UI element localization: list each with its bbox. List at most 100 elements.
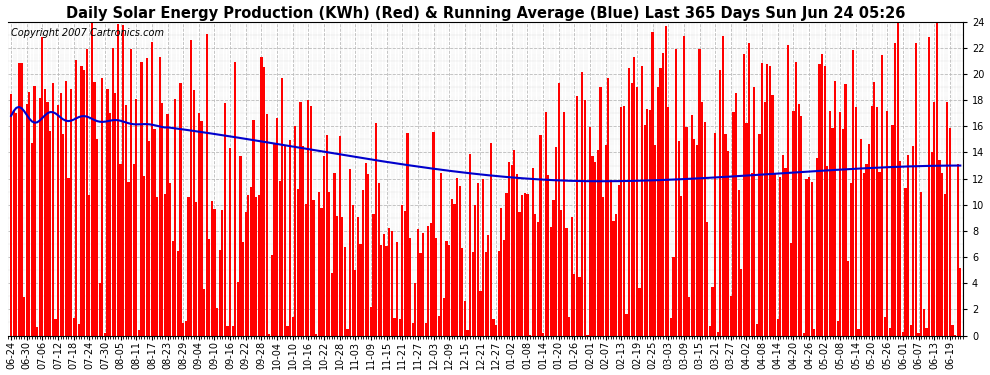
Bar <box>677 141 680 336</box>
Bar <box>109 113 111 336</box>
Bar <box>936 22 938 336</box>
Bar <box>477 183 479 336</box>
Bar <box>928 37 931 336</box>
Bar <box>524 193 526 336</box>
Bar <box>466 330 468 336</box>
Bar <box>112 48 114 336</box>
Bar <box>865 164 867 336</box>
Bar <box>13 110 15 336</box>
Bar <box>471 252 474 336</box>
Bar <box>67 178 69 336</box>
Bar <box>620 106 623 336</box>
Bar <box>535 214 537 336</box>
Bar <box>725 135 727 336</box>
Bar <box>894 44 896 336</box>
Bar <box>956 164 958 336</box>
Bar <box>605 145 607 336</box>
Bar <box>270 255 273 336</box>
Bar <box>42 37 44 336</box>
Bar <box>62 134 64 336</box>
Bar <box>51 83 53 336</box>
Bar <box>242 242 245 336</box>
Bar <box>150 42 153 336</box>
Bar <box>56 105 59 336</box>
Bar <box>148 141 150 336</box>
Bar <box>840 112 842 336</box>
Bar <box>618 185 620 336</box>
Bar <box>568 317 570 336</box>
Bar <box>562 112 565 336</box>
Bar <box>323 156 325 336</box>
Bar <box>91 22 93 336</box>
Bar <box>868 144 870 336</box>
Bar <box>907 155 909 336</box>
Bar <box>125 105 127 336</box>
Bar <box>101 78 103 336</box>
Bar <box>626 314 628 336</box>
Bar <box>508 162 510 336</box>
Bar <box>873 82 875 336</box>
Bar <box>792 111 795 336</box>
Bar <box>26 104 28 336</box>
Bar <box>669 318 672 336</box>
Bar <box>824 66 826 336</box>
Bar <box>842 129 844 336</box>
Bar <box>143 176 146 336</box>
Bar <box>891 124 894 336</box>
Bar <box>589 127 591 336</box>
Bar <box>939 160 940 336</box>
Bar <box>733 112 735 336</box>
Bar <box>763 102 766 336</box>
Bar <box>881 54 883 336</box>
Bar <box>120 164 122 336</box>
Bar <box>837 321 839 336</box>
Bar <box>698 49 701 336</box>
Bar <box>704 122 706 336</box>
Bar <box>163 194 166 336</box>
Bar <box>216 308 218 336</box>
Bar <box>805 178 808 336</box>
Bar <box>104 333 106 336</box>
Bar <box>414 283 417 336</box>
Bar <box>107 89 109 336</box>
Bar <box>813 329 816 336</box>
Bar <box>93 82 96 336</box>
Bar <box>321 208 323 336</box>
Bar <box>946 102 948 336</box>
Bar <box>203 288 205 336</box>
Bar <box>889 328 891 336</box>
Bar <box>834 81 837 336</box>
Bar <box>902 332 904 336</box>
Bar <box>479 291 481 336</box>
Bar <box>96 139 98 336</box>
Bar <box>380 246 382 336</box>
Bar <box>135 99 138 336</box>
Bar <box>72 318 75 336</box>
Bar <box>232 327 234 336</box>
Bar <box>959 268 961 336</box>
Bar <box>85 49 88 336</box>
Bar <box>448 244 450 336</box>
Bar <box>404 211 406 336</box>
Bar <box>500 208 503 336</box>
Bar <box>766 64 768 336</box>
Bar <box>597 150 599 336</box>
Bar <box>315 334 317 336</box>
Bar <box>83 70 85 336</box>
Bar <box>623 106 625 336</box>
Bar <box>948 128 951 336</box>
Bar <box>10 93 12 336</box>
Bar <box>599 87 602 336</box>
Bar <box>23 297 25 336</box>
Bar <box>75 60 77 336</box>
Bar <box>359 244 361 336</box>
Bar <box>297 189 299 336</box>
Bar <box>506 193 508 336</box>
Bar <box>36 327 39 336</box>
Bar <box>634 57 636 336</box>
Bar <box>680 196 682 336</box>
Bar <box>318 192 320 336</box>
Bar <box>281 78 283 336</box>
Bar <box>565 228 567 336</box>
Bar <box>59 93 61 336</box>
